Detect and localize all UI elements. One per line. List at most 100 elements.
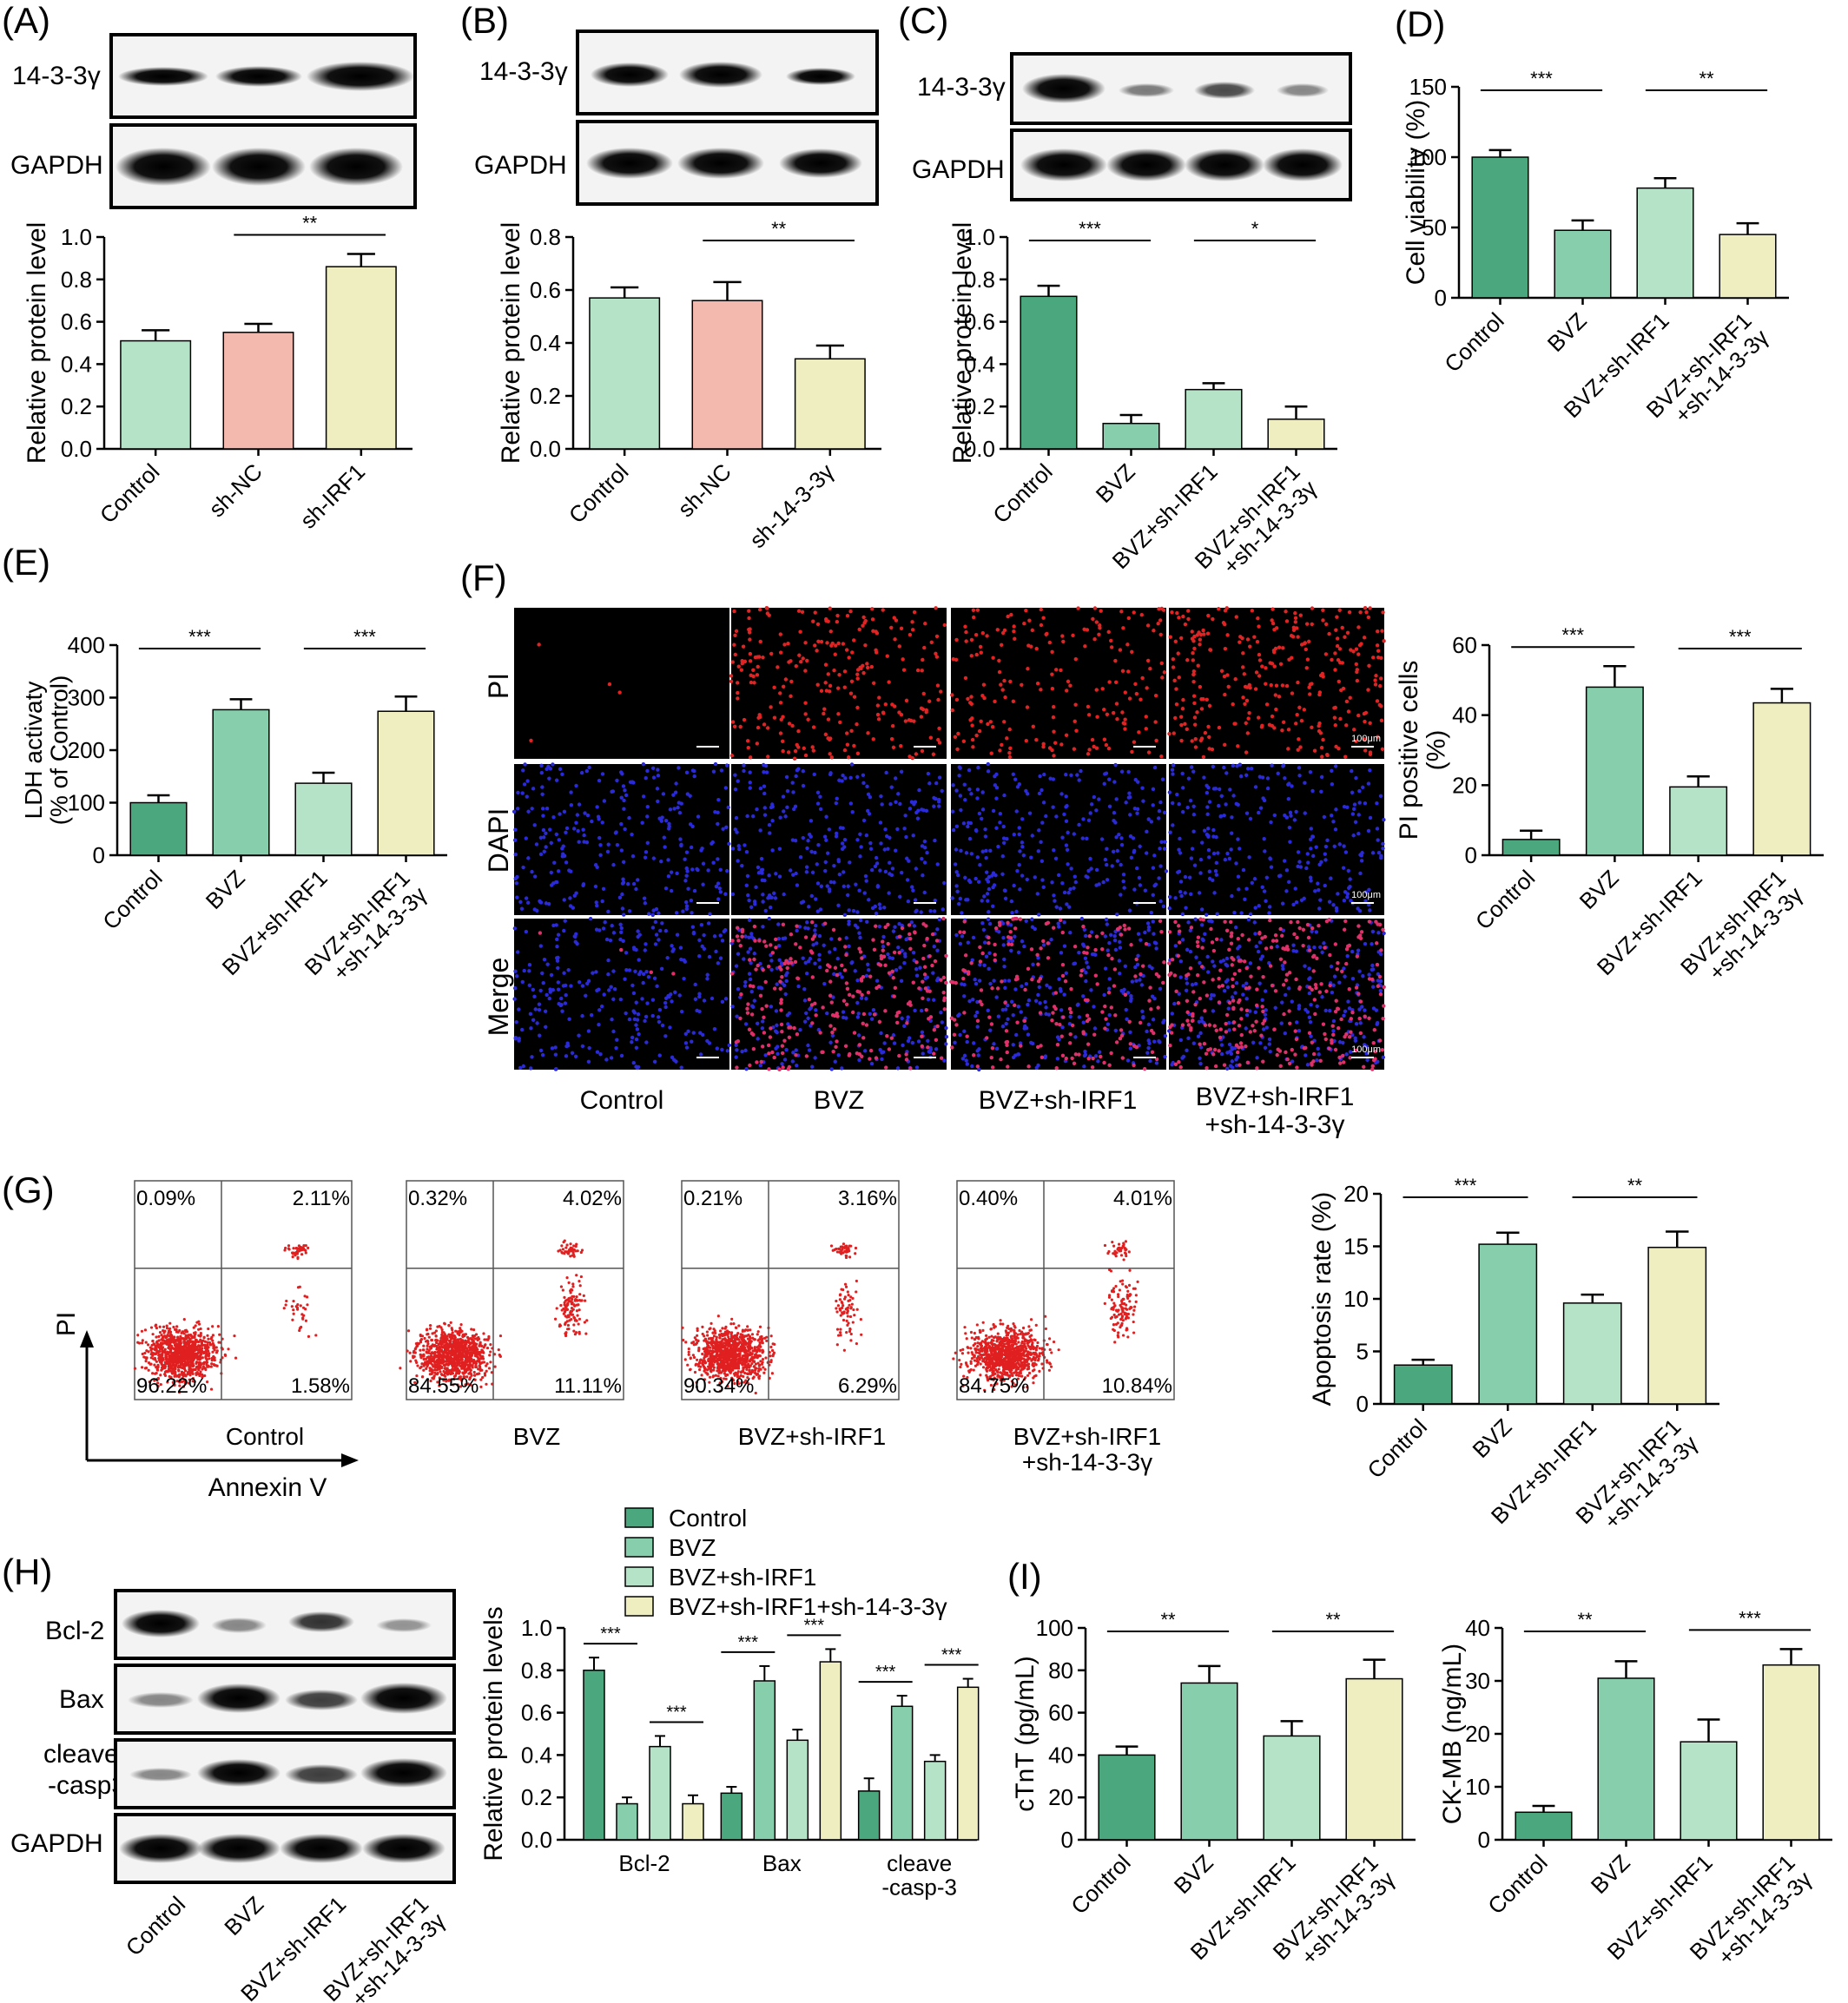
cell-dot (1132, 1063, 1136, 1068)
event-dot (183, 1381, 187, 1385)
cell-dot (1198, 857, 1204, 862)
cell-dot (718, 956, 723, 960)
cell-dot (1137, 730, 1141, 735)
cell-dot (815, 862, 819, 866)
event-dot (185, 1346, 188, 1349)
event-dot (164, 1369, 168, 1374)
cell-dot (713, 809, 717, 814)
cell-dot (1270, 983, 1275, 988)
cell-dot (868, 847, 874, 851)
cell-dot (1090, 737, 1095, 742)
cell-dot (641, 794, 646, 799)
cell-dot (954, 637, 959, 642)
cell-dot (888, 955, 892, 960)
cell-dot (865, 662, 869, 666)
quadrant-value: 2.11% (293, 1187, 350, 1210)
cell-dot (1015, 868, 1020, 873)
cell-dot (940, 907, 946, 912)
cell-dot (1382, 1004, 1386, 1008)
cell-dot (1280, 964, 1285, 968)
cell-dot (997, 929, 1001, 934)
cell-dot (523, 762, 527, 767)
cell-dot (950, 896, 954, 900)
cell-dot (549, 870, 554, 875)
cell-dot (1368, 606, 1372, 610)
cell-dot (1244, 886, 1249, 891)
cell-dot (783, 677, 789, 682)
cell-dot (644, 942, 648, 946)
cell-dot (619, 947, 624, 952)
event-dot (167, 1358, 171, 1361)
cell-dot (1207, 876, 1212, 881)
cell-dot (1005, 1043, 1009, 1048)
event-dot (162, 1331, 166, 1334)
cell-dot (758, 985, 762, 990)
cell-dot (1272, 628, 1277, 632)
event-dot (157, 1357, 161, 1361)
cell-dot (1103, 1004, 1107, 1009)
cell-dot (569, 984, 573, 988)
cell-dot (829, 1000, 834, 1005)
cell-dot (780, 1051, 785, 1056)
cell-dot (1202, 632, 1206, 636)
cell-dot (1218, 1035, 1223, 1040)
cell-dot (1213, 787, 1218, 791)
cell-dot (1056, 873, 1061, 878)
cell-dot (1214, 860, 1219, 866)
cell-dot (1002, 964, 1006, 969)
cell-dot (791, 1051, 795, 1055)
cell-dot (630, 1040, 634, 1044)
cell-dot (1342, 1013, 1346, 1018)
cell-dot (784, 774, 789, 780)
cell-dot (1084, 971, 1088, 975)
cell-dot (1029, 855, 1033, 860)
cell-dot (925, 989, 930, 993)
event-dot (148, 1380, 151, 1384)
cell-dot (695, 866, 699, 872)
cell-dot (847, 944, 851, 949)
event-dot (178, 1373, 182, 1376)
cell-dot (1358, 933, 1363, 938)
cell-dot (1212, 1024, 1217, 1028)
micrograph (514, 919, 729, 1070)
cell-dot (973, 978, 977, 982)
cell-dot (1294, 809, 1298, 814)
cell-dot (769, 959, 774, 963)
cell-dot (1241, 984, 1245, 988)
cell-dot (819, 639, 824, 644)
panel-label-a: (A) (2, 0, 50, 41)
cell-dot (1113, 762, 1118, 768)
cell-dot (1224, 606, 1229, 610)
cell-dot (993, 958, 997, 963)
cell-dot (1205, 954, 1210, 959)
cell-dot (563, 1001, 568, 1005)
cell-dot (1093, 973, 1099, 978)
cell-dot (846, 884, 850, 888)
cell-dot (766, 965, 771, 969)
cell-dot (1066, 891, 1071, 895)
cell-dot (1001, 935, 1006, 940)
cell-dot (1329, 814, 1334, 818)
cell-dot (1125, 1017, 1129, 1022)
cell-dot (1173, 944, 1178, 948)
cell-dot (778, 731, 783, 735)
cell-dot (982, 963, 987, 968)
cell-dot (1330, 782, 1335, 787)
cell-dot (1225, 985, 1231, 990)
cell-dot (794, 1048, 798, 1052)
cell-dot (1125, 991, 1131, 995)
cell-dot (767, 873, 771, 878)
cell-dot (652, 1059, 657, 1064)
cell-dot (1153, 693, 1158, 698)
cell-dot (1218, 1027, 1223, 1031)
cell-dot (663, 886, 669, 891)
cell-dot (786, 1066, 791, 1071)
cell-dot (733, 652, 737, 657)
cell-dot (1126, 795, 1132, 800)
cell-dot (1047, 985, 1053, 990)
cell-dot (969, 637, 974, 642)
cell-dot (941, 916, 946, 921)
event-dot (303, 1295, 307, 1298)
cell-dot (960, 934, 965, 939)
event-dot (164, 1340, 168, 1343)
